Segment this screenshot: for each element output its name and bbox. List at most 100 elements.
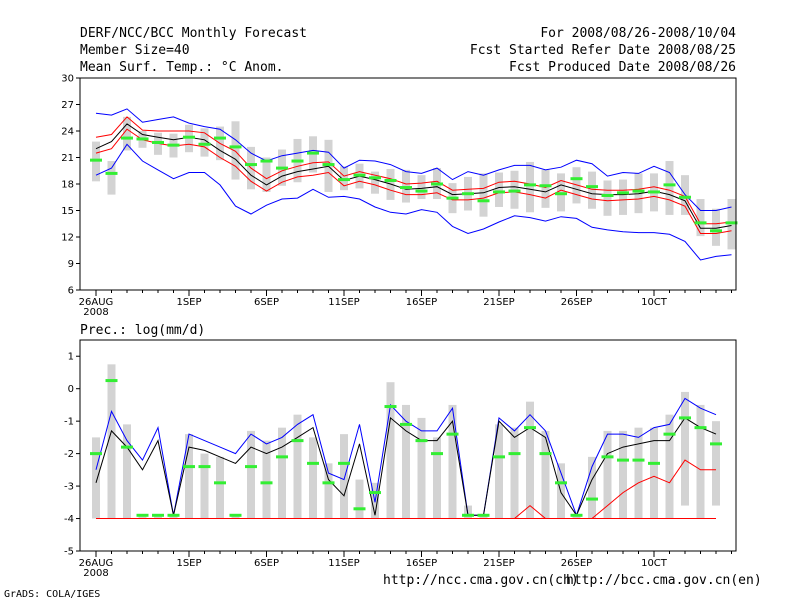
temp-xtick-label-7: 10CT bbox=[641, 297, 668, 308]
temp-median-marker-23 bbox=[446, 196, 459, 200]
prec-spread-box-17 bbox=[355, 479, 364, 519]
temp-ytick-label-12: 12 bbox=[61, 233, 74, 244]
temp-ytick-label-24: 24 bbox=[61, 127, 74, 138]
temp-spread-box-1 bbox=[107, 161, 116, 195]
forecast-produced-date: Fcst Produced Date 2008/08/26 bbox=[509, 60, 736, 75]
temp-spread-box-7 bbox=[200, 128, 209, 157]
prec-spread-box-39 bbox=[696, 404, 705, 519]
prec-ytick-label-0: 0 bbox=[68, 384, 74, 395]
prec-median-marker-13 bbox=[291, 439, 304, 443]
prec-ytick-label--1: -1 bbox=[64, 417, 74, 428]
prec-median-marker-26 bbox=[493, 455, 505, 459]
variable-label: Mean Surf. Temp.: °C Anom. bbox=[80, 60, 284, 75]
temp-xtick-label-5: 21SEP bbox=[483, 297, 514, 308]
member-size: Member Size=40 bbox=[80, 43, 190, 58]
prec-median-marker-12 bbox=[276, 455, 288, 459]
temp-ytick-label-30: 30 bbox=[61, 74, 74, 85]
prec-median-marker-32 bbox=[586, 497, 598, 501]
temp-median-marker-40 bbox=[710, 229, 722, 233]
prec-median-marker-30 bbox=[555, 481, 567, 485]
prec-median-marker-19 bbox=[384, 405, 397, 409]
prec-median-marker-3 bbox=[136, 513, 149, 517]
prec-xtick-label-6: 26SEP bbox=[561, 558, 592, 569]
prec-median-marker-35 bbox=[632, 458, 645, 462]
temp-median-marker-2 bbox=[121, 136, 133, 140]
prec-median-marker-34 bbox=[617, 458, 629, 462]
prec-spread-box-0 bbox=[92, 437, 100, 519]
temp-median-marker-39 bbox=[694, 221, 707, 225]
prec-spread-box-8 bbox=[216, 456, 224, 519]
bcc-url[interactable]: http://bcc.cma.gov.cn(en) bbox=[566, 573, 762, 588]
prec-median-marker-18 bbox=[369, 491, 381, 495]
prec-spread-box-11 bbox=[262, 440, 271, 519]
prec-xtick-label-3: 11SEP bbox=[328, 558, 359, 569]
chart-title: DERF/NCC/BCC Monthly Forecast bbox=[80, 26, 307, 41]
temp-median-marker-22 bbox=[431, 182, 443, 186]
prec-median-marker-10 bbox=[245, 465, 257, 469]
prec-ytick-label--2: -2 bbox=[64, 449, 74, 460]
temp-spread-box-28 bbox=[526, 161, 534, 213]
temp-median-marker-9 bbox=[229, 145, 242, 149]
prec-spread-box-20 bbox=[402, 404, 410, 519]
prec-ytick-label--4: -4 bbox=[64, 514, 74, 525]
prec-spread-box-32 bbox=[588, 456, 596, 519]
prec-spread-box-27 bbox=[510, 427, 519, 519]
prec-median-marker-24 bbox=[462, 513, 474, 517]
prec-spread-box-5 bbox=[169, 515, 178, 519]
temp-median-marker-28 bbox=[524, 183, 536, 187]
temp-median-marker-5 bbox=[167, 143, 180, 147]
prec-xtick-label-0: 26AUG bbox=[79, 558, 114, 569]
prec-spread-box-15 bbox=[324, 463, 333, 519]
prec-spread-box-40 bbox=[712, 421, 720, 506]
temp-median-marker-1 bbox=[105, 171, 118, 175]
temp-median-marker-26 bbox=[493, 190, 505, 194]
prec-xtick-label-1: 1SEP bbox=[176, 558, 201, 569]
temp-median-marker-41 bbox=[725, 221, 738, 225]
prec-spread-box-3 bbox=[138, 515, 147, 519]
forecast-period: For 2008/08/26-2008/10/04 bbox=[540, 26, 736, 41]
temp-median-marker-31 bbox=[570, 177, 583, 181]
prec-xtick-label-4: 16SEP bbox=[406, 558, 437, 569]
temp-spread-box-2 bbox=[123, 116, 131, 151]
temp-median-marker-27 bbox=[508, 189, 521, 193]
prec-median-marker-4 bbox=[152, 513, 164, 517]
temp-series-min bbox=[95, 143, 732, 261]
temp-median-marker-12 bbox=[276, 166, 288, 170]
prec-median-marker-21 bbox=[415, 439, 428, 443]
prec-xtick-label-7: 10CT bbox=[641, 558, 668, 569]
prec-spread-box-29 bbox=[541, 430, 550, 519]
temp-median-marker-16 bbox=[338, 178, 350, 182]
prec-median-marker-5 bbox=[167, 513, 180, 517]
ncc-url[interactable]: http://ncc.cma.gov.cn(ch) bbox=[383, 573, 579, 588]
prec-median-marker-1 bbox=[105, 379, 118, 383]
temp-median-marker-38 bbox=[679, 195, 691, 199]
temp-median-marker-34 bbox=[617, 191, 629, 195]
temp-median-marker-21 bbox=[415, 189, 428, 193]
temp-median-marker-35 bbox=[632, 189, 645, 193]
temp-series-lower bbox=[95, 128, 732, 234]
temp-median-marker-0 bbox=[90, 158, 102, 162]
temp-median-marker-36 bbox=[648, 190, 660, 194]
temp-xtick-sublabel-0: 2008 bbox=[83, 307, 108, 318]
temp-ytick-label-21: 21 bbox=[61, 153, 74, 164]
temp-ytick-label-18: 18 bbox=[61, 180, 74, 191]
grads-credit: GrADS: COLA/IGES bbox=[4, 589, 101, 600]
temp-spread-box-25 bbox=[479, 173, 488, 217]
temp-xtick-label-3: 11SEP bbox=[328, 297, 359, 308]
temp-median-marker-32 bbox=[586, 185, 598, 189]
prec-median-marker-15 bbox=[322, 481, 335, 485]
temp-median-marker-7 bbox=[198, 142, 211, 146]
temp-ytick-label-15: 15 bbox=[61, 206, 74, 217]
prec-spread-box-12 bbox=[278, 427, 286, 519]
temp-spread-box-29 bbox=[541, 169, 550, 208]
temp-median-marker-17 bbox=[353, 173, 366, 177]
prec-median-marker-20 bbox=[400, 422, 412, 426]
temp-median-marker-10 bbox=[245, 163, 257, 167]
temp-ytick-label-9: 9 bbox=[68, 259, 74, 270]
prec-median-marker-0 bbox=[90, 452, 102, 456]
prec-xtick-label-5: 21SEP bbox=[483, 558, 514, 569]
prec-xtick-sublabel-0: 2008 bbox=[83, 568, 108, 579]
temp-spread-box-37 bbox=[665, 161, 674, 215]
prec-median-marker-39 bbox=[694, 426, 707, 430]
